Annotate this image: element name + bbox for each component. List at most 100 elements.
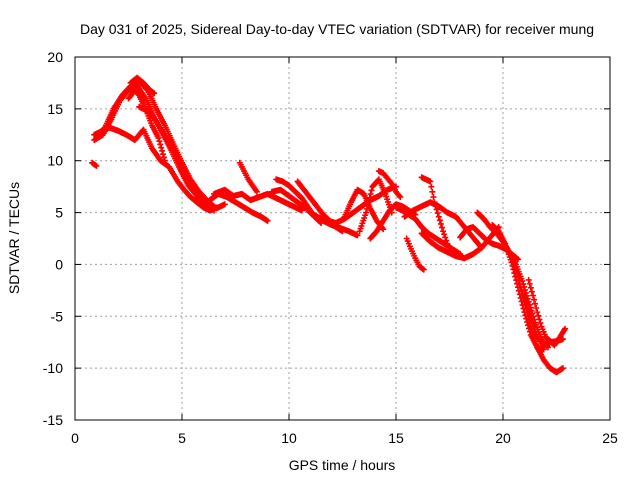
data-point-marker [534,309,541,316]
data-point-marker [158,144,165,151]
data-point-marker [427,178,434,185]
data-point-marker [432,202,439,209]
x-tick-label: 10 [281,430,297,446]
data-point-marker [428,183,435,190]
x-tick-label: 20 [495,430,511,446]
data-series [136,103,211,210]
data-series [91,124,220,214]
data-point-marker [522,295,529,302]
data-point-marker [437,220,444,227]
data-series-layer [89,74,569,376]
y-tick-label: -15 [43,412,63,428]
data-point-marker [204,203,211,210]
data-point-marker [203,202,210,209]
y-tick-label: 10 [47,153,63,169]
data-point-marker [354,232,361,239]
data-point-marker [430,194,437,201]
data-point-marker [364,202,371,209]
data-point-marker [525,305,532,312]
data-point-marker [532,338,539,345]
data-point-marker [533,341,540,348]
y-tick-label: 5 [55,205,63,221]
data-point-marker [536,316,543,323]
data-point-marker [514,270,521,277]
data-point-marker [526,280,533,287]
data-point-marker [523,299,530,306]
data-point-marker [363,209,370,216]
data-point-marker [535,312,542,319]
data-point-marker [440,228,447,235]
data-series [375,168,404,201]
data-point-marker [524,302,531,309]
data-series [89,159,100,169]
data-point-marker [431,199,438,206]
data-point-marker [531,296,538,303]
data-point-marker [526,312,533,319]
data-point-marker [441,231,448,238]
chart-title: Day 031 of 2025, Sidereal Day-to-day VTE… [80,21,594,37]
data-point-marker [253,188,260,195]
data-point-marker [156,138,163,145]
data-point-marker [525,276,532,283]
data-point-marker [516,280,523,287]
data-point-marker [380,226,387,233]
y-tick-label: -10 [43,360,63,376]
data-point-marker [439,224,446,231]
data-point-marker [397,194,404,201]
data-point-marker [525,308,532,315]
data-point-marker [509,256,516,263]
data-point-marker [160,151,167,158]
data-point-marker [157,141,164,148]
axis-frame [74,56,611,421]
data-point-marker [537,320,544,327]
data-point-marker [434,210,441,217]
data-point-marker [367,191,374,198]
x-axis-title: GPS time / hours [289,457,396,473]
data-point-marker [368,187,375,194]
data-point-marker [513,267,520,274]
data-series [127,74,158,97]
data-point-marker [443,237,450,244]
data-point-marker [532,300,539,307]
data-point-marker [518,288,525,295]
data-series [403,235,427,273]
data-point-marker [264,217,271,224]
data-point-marker [522,286,529,293]
y-tick-label: 0 [55,256,63,272]
data-series [393,204,464,258]
data-point-marker [533,304,540,311]
data-series [236,159,260,195]
data-series [418,174,451,247]
data-point-marker [429,188,436,195]
data-point-marker [517,284,524,291]
data-point-marker [159,147,166,154]
x-tick-label: 15 [388,430,404,446]
data-point-marker [515,277,522,284]
x-tick-label: 0 [71,430,79,446]
y-tick-label: -5 [51,308,64,324]
data-series [211,186,305,214]
data-point-marker [559,336,566,343]
data-point-marker [366,194,373,201]
data-point-marker [101,125,108,132]
data-series [521,292,566,349]
data-point-marker [508,253,515,260]
data-series [206,190,271,224]
data-point-marker [93,162,100,169]
data-point-marker [512,264,519,271]
y-axis-title: SDTVAR / TECUs [6,182,22,294]
data-point-marker [528,288,535,295]
data-point-marker [365,198,372,205]
data-point-marker [436,217,443,224]
data-point-marker [514,273,521,280]
data-point-marker [161,157,168,164]
data-point-marker [435,213,442,220]
x-tick-label: 5 [178,430,186,446]
data-point-marker [511,262,518,269]
data-point-marker [155,134,162,141]
data-point-marker [221,201,228,208]
data-point-marker [442,234,449,241]
plot-frame [74,56,611,421]
